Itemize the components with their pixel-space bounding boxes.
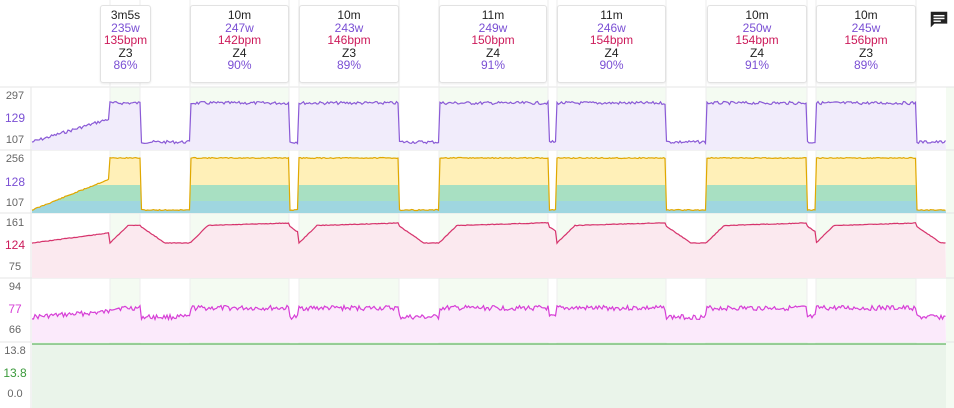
comment-icon: [930, 11, 948, 28]
interval-card-1[interactable]: 3m5s 235w 135bpm Z3 86%: [100, 5, 151, 83]
interval-power: 243w: [334, 20, 364, 35]
interval-percent: 90%: [599, 58, 624, 73]
comment-button[interactable]: [928, 9, 950, 31]
interval-percent: 91%: [744, 58, 770, 73]
speed-avg-label: 13.8: [3, 366, 27, 380]
hr-series-line: [31, 221, 946, 245]
interval-heart-rate: 142bpm: [217, 33, 262, 48]
power-max-label: 297: [5, 90, 25, 102]
cadence-min-label: 66: [8, 324, 22, 336]
interval-duration: 10m: [745, 8, 769, 22]
interval-heart-rate: 154bpm: [589, 33, 634, 48]
interval-card-3[interactable]: 10m 243w 146bpm Z3 89%: [299, 5, 399, 83]
hr-max-label: 161: [5, 217, 25, 229]
interval-duration: 3m5s: [110, 8, 141, 22]
power-series-line: [31, 99, 946, 146]
interval-card-2[interactable]: 10m 247w 142bpm Z4 90%: [190, 5, 289, 83]
interval-power: 250w: [742, 20, 772, 35]
interval-heart-rate: 156bpm: [844, 33, 888, 48]
interval-zone: Z4: [485, 45, 500, 60]
interval-heart-rate: 150bpm: [471, 33, 515, 48]
interval-percent: 89%: [336, 58, 362, 73]
wbal-max-label: 256: [5, 153, 25, 165]
hr-min-label: 75: [8, 261, 22, 273]
interval-heart-rate: 154bpm: [735, 33, 779, 48]
interval-power: 247w: [225, 20, 254, 35]
cadence-series-line: [31, 303, 946, 322]
interval-power: 246w: [597, 20, 626, 35]
interval-card-5[interactable]: 11m 246w 154bpm Z4 90%: [557, 5, 666, 83]
interval-power: 245w: [851, 20, 881, 35]
wbal-blue-area: [32, 201, 946, 213]
interval-card-6[interactable]: 10m 250w 154bpm Z4 91%: [707, 5, 807, 83]
power-avg-label: 129: [4, 111, 26, 125]
interval-zone: Z4: [604, 45, 619, 60]
cadence-series-area: [32, 305, 946, 342]
interval-duration: 10m: [337, 8, 361, 22]
interval-power: 235w: [111, 20, 140, 35]
wbal-avg-label: 128: [4, 175, 26, 189]
interval-duration: 10m: [854, 8, 878, 22]
cadence-max-label: 94: [8, 281, 22, 293]
hr-series-area: [32, 222, 946, 278]
speed-max-label: 13.8: [4, 345, 26, 357]
speed-min-label: 0.0: [7, 388, 23, 400]
trailing-band: [946, 87, 954, 408]
interval-zone: Z3: [341, 45, 356, 60]
power-series-area: [32, 101, 946, 150]
interval-card-4[interactable]: 11m 249w 150bpm Z4 91%: [439, 5, 547, 83]
speed-series-area: [32, 344, 946, 408]
interval-percent: 89%: [853, 58, 879, 73]
interval-duration: 10m: [227, 8, 252, 22]
interval-duration: 11m: [481, 8, 505, 22]
interval-card-7[interactable]: 10m 245w 156bpm Z3 89%: [816, 5, 916, 83]
interval-heart-rate: 146bpm: [327, 33, 371, 48]
interval-percent: 90%: [227, 58, 252, 73]
interval-zone: Z3: [858, 45, 873, 60]
interval-zone: Z4: [232, 45, 247, 60]
wbal-series-line: [31, 156, 946, 212]
interval-heart-rate: 135bpm: [103, 33, 148, 48]
interval-zone: Z3: [118, 45, 133, 60]
interval-duration: 11m: [600, 8, 623, 22]
interval-percent: 86%: [113, 58, 138, 73]
hr-avg-label: 124: [4, 238, 26, 252]
interval-zone: Z4: [749, 45, 764, 60]
power-min-label: 107: [5, 134, 25, 146]
interval-power: 249w: [478, 20, 508, 35]
wbal-min-label: 107: [5, 197, 25, 209]
cadence-avg-label: 77: [8, 302, 22, 316]
interval-percent: 91%: [480, 58, 506, 73]
